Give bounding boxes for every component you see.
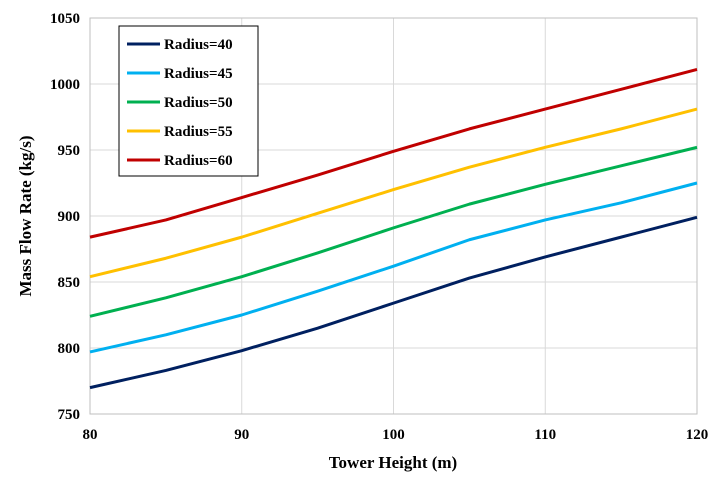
x-tick-label: 120 [686, 427, 709, 443]
legend-label: Radius=45 [164, 66, 233, 82]
series-line-radius-60 [89, 68, 698, 239]
series-lines [89, 68, 698, 390]
y-tick-label: 1000 [50, 77, 80, 93]
y-axis-label: Mass Flow Rate (kg/s) [16, 135, 35, 296]
x-axis-label: Tower Height (m) [329, 453, 457, 472]
legend-label: Radius=40 [164, 37, 233, 53]
y-tick-label: 900 [58, 209, 81, 225]
series-line-radius-50 [89, 145, 698, 318]
x-tick-label: 100 [382, 427, 405, 443]
y-tick-label: 800 [58, 341, 81, 357]
series-line-radius-45 [89, 181, 698, 354]
legend-label: Radius=60 [164, 153, 233, 169]
y-tick-label: 850 [58, 275, 81, 291]
series-line-radius-40 [89, 215, 698, 390]
x-tick-label: 80 [83, 427, 98, 443]
legend-label: Radius=55 [164, 124, 233, 140]
x-tick-label: 110 [534, 427, 556, 443]
y-tick-label: 1050 [50, 11, 80, 27]
y-tick-label: 750 [58, 407, 81, 423]
x-tick-label: 90 [234, 427, 249, 443]
legend-label: Radius=50 [164, 95, 233, 111]
y-tick-label: 950 [58, 143, 81, 159]
plot-area-border [89, 17, 698, 415]
tick-labels: 80 90 100 110 120 750 800 850 900 950 1000 1050 [50, 11, 708, 443]
series-line-radius-55 [89, 107, 698, 279]
legend: Radius=40 Radius=45 Radius=50 Radius=55 Radi… [118, 25, 259, 177]
